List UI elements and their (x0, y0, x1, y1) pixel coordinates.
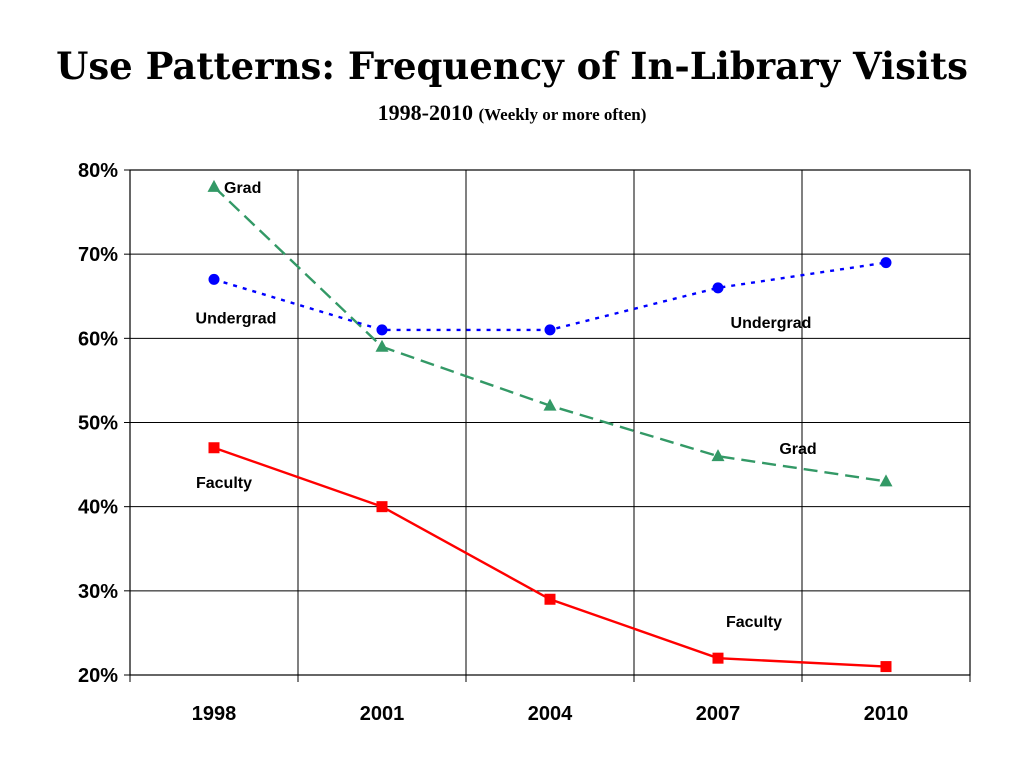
y-tick-label: 20% (78, 665, 118, 687)
y-tick-label: 40% (78, 497, 118, 519)
series-layer (207, 179, 893, 673)
data-point-faculty (208, 442, 220, 454)
chart-title: Use Patterns: Frequency of In-Library Vi… (56, 44, 968, 88)
series-annotation-grad: Grad (224, 180, 261, 197)
x-tick-label: 2010 (864, 703, 909, 725)
chart-subtitle: 1998-2010 (Weekly or more often) (0, 100, 1024, 126)
x-tick-label: 2007 (696, 703, 741, 725)
y-tick-label: 60% (78, 328, 118, 350)
data-point-faculty (376, 501, 388, 513)
series-annotation-undergrad: Undergrad (196, 310, 277, 327)
series-annotation-faculty: Faculty (726, 614, 782, 631)
x-tick-label: 1998 (192, 703, 237, 725)
y-tick-label: 70% (78, 244, 118, 266)
series-annotation-grad: Grad (779, 441, 816, 458)
y-tick-label: 30% (78, 581, 118, 603)
data-point-undergrad (712, 282, 724, 294)
data-point-faculty (544, 593, 556, 605)
y-tick-label: 80% (78, 160, 118, 182)
axis-layer: 20% 30% 40% 50% 60% 70% 80% 1998 2001 2004 2007 201… (78, 160, 971, 725)
y-tick-label: 50% (78, 413, 118, 435)
subtitle-note: (Weekly or more often) (478, 105, 647, 124)
data-point-undergrad (880, 257, 892, 269)
x-tick-label: 2004 (528, 703, 573, 725)
data-point-grad (543, 398, 557, 411)
data-point-undergrad (544, 324, 556, 336)
data-point-grad (207, 179, 221, 192)
data-point-grad (711, 449, 725, 462)
data-point-undergrad (376, 324, 388, 336)
data-point-faculty (880, 661, 892, 673)
annotation-layer: Grad Undergrad Faculty Undergrad Grad Faculty (196, 180, 817, 631)
plot-border (129, 169, 971, 676)
x-tick-label: 2001 (360, 703, 405, 725)
series-annotation-undergrad: Undergrad (731, 315, 812, 332)
data-point-faculty (712, 652, 724, 664)
series-annotation-faculty: Faculty (196, 475, 252, 492)
data-point-grad (375, 339, 389, 352)
data-point-grad (879, 474, 893, 487)
series-line-faculty (213, 446, 887, 668)
data-point-undergrad (208, 273, 220, 285)
subtitle-years: 1998-2010 (377, 100, 473, 125)
